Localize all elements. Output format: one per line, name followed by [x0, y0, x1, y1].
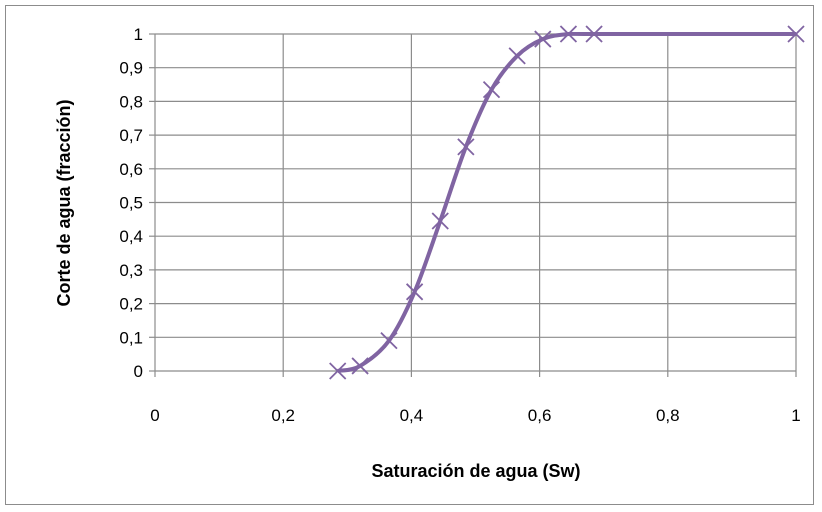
x-axis-title: Saturación de agua (Sw)	[371, 461, 580, 481]
data-point-x-marker	[508, 47, 526, 65]
x-tick-label: 0,2	[271, 406, 295, 425]
series-group	[329, 25, 805, 380]
data-point-x-marker	[482, 80, 501, 99]
y-tick-label: 0,1	[119, 328, 143, 347]
data-point-x-marker	[380, 332, 398, 350]
x-tick-label: 0,8	[656, 406, 680, 425]
data-point-x-marker	[351, 357, 369, 375]
data-point-x-marker	[431, 212, 449, 230]
x-tick-label: 0,6	[528, 406, 552, 425]
y-tick-label: 1	[134, 25, 143, 44]
x-tick-label: 1	[791, 406, 800, 425]
data-point-x-marker	[329, 362, 347, 380]
x-tick-label: 0	[150, 406, 159, 425]
data-point-x-marker	[585, 25, 603, 43]
data-point-x-marker	[405, 283, 424, 301]
x-tick-label: 0,4	[400, 406, 424, 425]
y-axis-title: Corte de agua (fracción)	[54, 99, 74, 306]
y-axis-ticks: 0 0,1 0,2 0,3 0,4 0,5 0,6 0,7 0,8 0,9 1	[119, 25, 155, 381]
y-tick-label: 0,9	[119, 59, 143, 78]
y-tick-label: 0,8	[119, 92, 143, 111]
data-point-x-marker	[534, 30, 552, 48]
y-tick-label: 0,5	[119, 194, 143, 213]
y-tick-label: 0,7	[119, 126, 143, 145]
y-tick-label: 0,2	[119, 295, 143, 314]
data-point-x-marker	[787, 25, 805, 43]
y-tick-label: 0,4	[119, 227, 143, 246]
y-tick-label: 0	[134, 362, 143, 381]
data-point-x-marker	[559, 25, 578, 43]
gridlines	[154, 33, 797, 372]
chart-frame	[5, 5, 814, 505]
y-tick-label: 0,6	[119, 160, 143, 179]
data-point-x-marker	[457, 138, 475, 156]
y-tick-label: 0,3	[119, 261, 143, 280]
x-axis-ticks: 0 0,2 0,4 0,6 0,8 1	[150, 371, 801, 425]
